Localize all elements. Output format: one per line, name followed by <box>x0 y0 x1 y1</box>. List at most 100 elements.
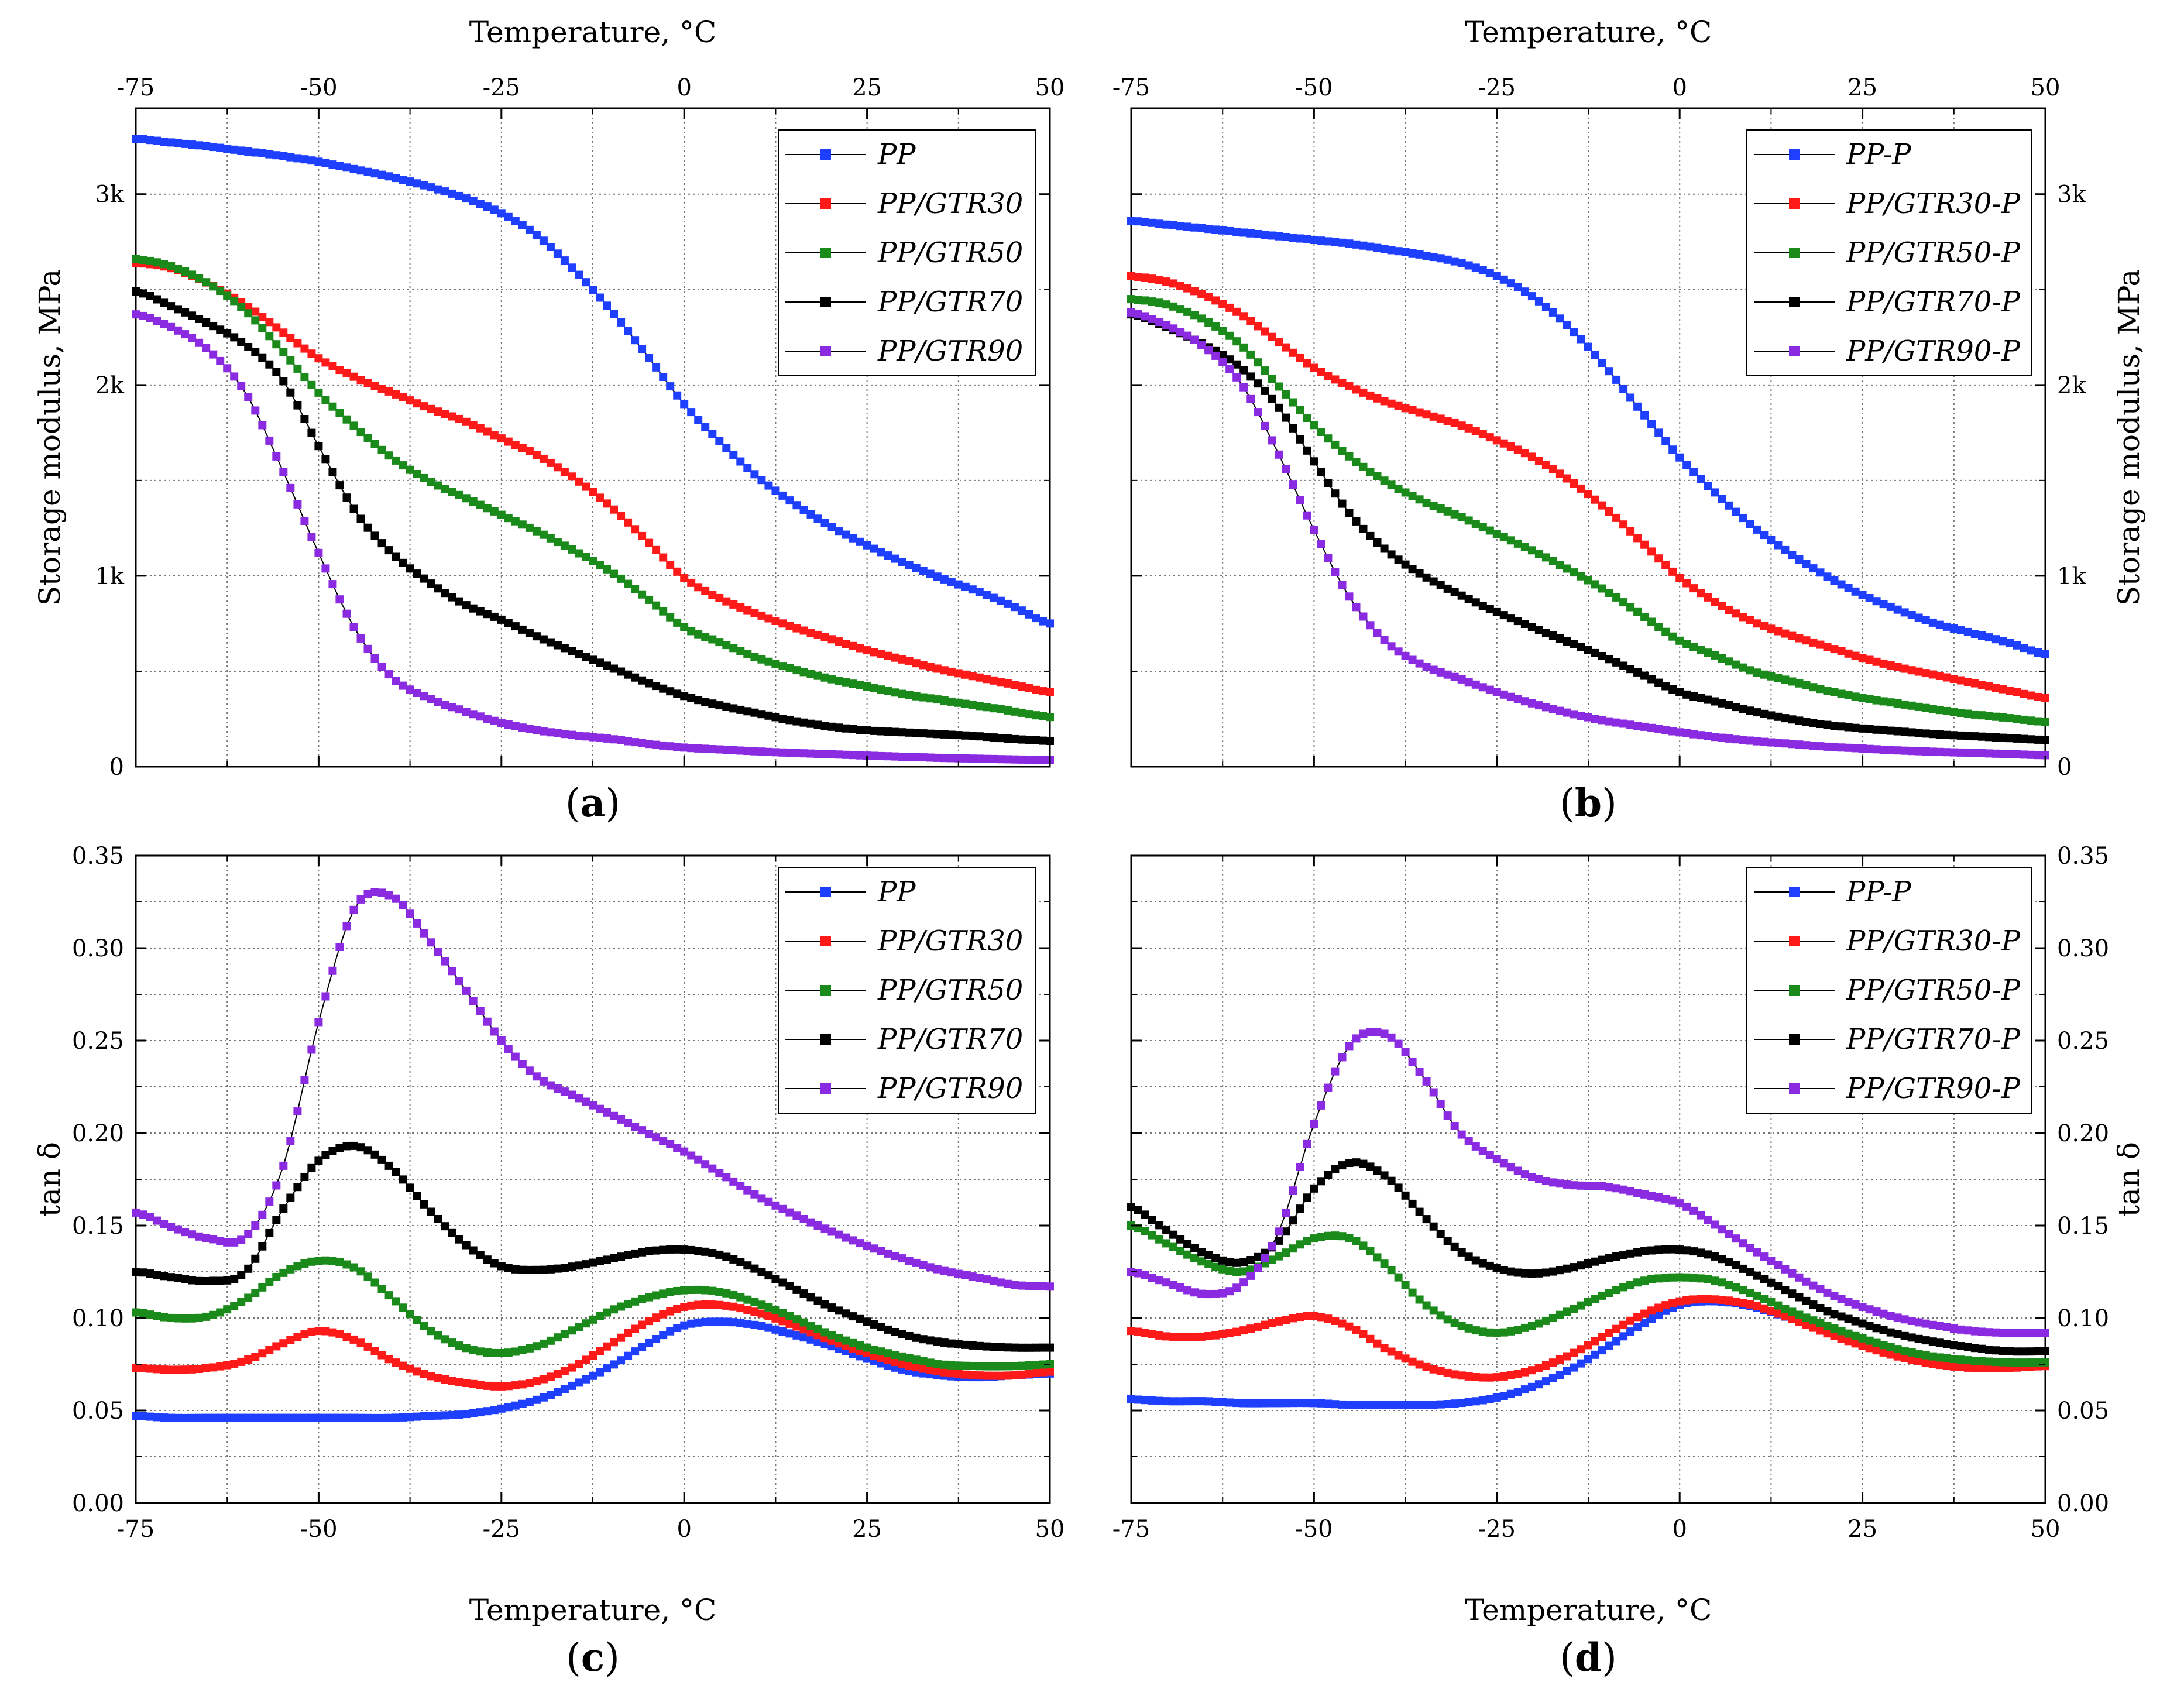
data-point <box>188 334 197 342</box>
data-point <box>251 316 260 325</box>
data-point <box>434 1374 442 1382</box>
data-point <box>525 1066 534 1075</box>
data-point <box>1577 1181 1585 1190</box>
data-point <box>1225 355 1234 364</box>
data-point <box>638 676 647 685</box>
data-point <box>870 648 878 657</box>
data-point <box>813 1337 822 1346</box>
data-point <box>1499 1266 1508 1274</box>
legend-label: PP/GTR30-P <box>1846 187 2021 220</box>
data-point <box>1837 1312 1846 1321</box>
data-point <box>1197 1248 1206 1257</box>
x-axis: -75 -50 -25 0 25 50 <box>1112 74 2060 767</box>
data-point <box>729 1318 738 1327</box>
data-point <box>139 311 147 320</box>
data-point <box>1921 703 1930 712</box>
data-point <box>877 1347 885 1356</box>
data-point <box>1788 1314 1797 1323</box>
y-axis-label: Storage modulus, MPa <box>33 269 67 606</box>
data-point <box>174 1314 183 1323</box>
data-point <box>399 1361 407 1370</box>
data-point <box>1577 1359 1585 1368</box>
data-point <box>1422 663 1431 671</box>
data-point <box>1324 237 1333 246</box>
data-point <box>743 1261 752 1270</box>
data-point <box>532 726 541 734</box>
data-point <box>1858 1341 1867 1350</box>
data-point <box>1148 274 1156 283</box>
data-point <box>659 1331 668 1340</box>
data-point <box>568 1090 576 1099</box>
data-point <box>349 372 358 381</box>
data-point <box>884 1325 892 1334</box>
data-point <box>1654 678 1663 687</box>
data-point <box>384 891 393 900</box>
data-point <box>1942 730 1951 739</box>
data-point <box>645 595 654 604</box>
data-point <box>1541 1268 1550 1277</box>
data-point <box>799 1215 808 1223</box>
data-point <box>1345 1322 1354 1331</box>
data-point <box>434 584 442 593</box>
data-point <box>1977 1327 1986 1336</box>
data-point <box>1443 1368 1452 1377</box>
data-point <box>1584 713 1592 722</box>
x-tick-label: -25 <box>483 74 520 101</box>
data-point <box>1970 679 1979 688</box>
data-point <box>806 510 815 519</box>
data-point <box>300 1259 309 1268</box>
y-tick-label: 0 <box>2057 754 2072 781</box>
data-point <box>1324 1083 1333 1092</box>
data-point <box>399 393 407 401</box>
data-point <box>1422 1215 1431 1224</box>
data-point <box>1211 1331 1220 1340</box>
data-point <box>181 1228 190 1237</box>
panel-label-letter: a <box>581 780 606 826</box>
data-point <box>370 1347 379 1355</box>
data-point <box>1555 1266 1564 1275</box>
data-point <box>265 1228 274 1237</box>
data-point <box>160 1313 169 1322</box>
data-point <box>743 747 752 756</box>
data-point <box>1977 749 1986 757</box>
data-point <box>1577 335 1585 344</box>
data-point <box>1647 1314 1656 1323</box>
data-point <box>202 142 211 150</box>
data-point <box>1169 1333 1178 1341</box>
data-point <box>1197 290 1206 298</box>
panel-label: (d) <box>1560 1635 1617 1680</box>
data-point <box>982 703 991 712</box>
data-point <box>504 212 513 221</box>
data-point <box>1169 302 1178 311</box>
data-point <box>1513 539 1522 548</box>
data-point <box>1858 744 1867 753</box>
data-point <box>666 687 675 696</box>
data-point <box>1127 295 1135 304</box>
data-point <box>1275 1236 1283 1245</box>
data-point <box>1725 501 1733 510</box>
data-point <box>1647 420 1656 428</box>
data-point <box>750 1320 759 1329</box>
data-point <box>335 481 344 490</box>
data-point <box>1282 1316 1290 1324</box>
data-point <box>1626 1249 1635 1258</box>
data-point <box>1359 1029 1368 1038</box>
data-point <box>842 530 850 539</box>
data-point <box>1541 1177 1550 1185</box>
data-point <box>1921 729 1930 738</box>
data-point <box>1654 1193 1663 1202</box>
data-point <box>856 681 864 689</box>
data-point <box>1795 1293 1804 1302</box>
data-point <box>209 1310 218 1319</box>
data-point <box>525 1398 534 1406</box>
data-point <box>1527 1366 1536 1375</box>
data-point <box>1443 507 1452 516</box>
data-point <box>898 655 906 664</box>
data-point <box>884 1249 892 1258</box>
data-point <box>1261 327 1269 336</box>
data-point <box>1010 1343 1019 1352</box>
data-point <box>1046 1367 1054 1376</box>
data-point <box>2006 734 2014 743</box>
data-point <box>1704 593 1712 602</box>
data-point <box>1697 731 1705 740</box>
